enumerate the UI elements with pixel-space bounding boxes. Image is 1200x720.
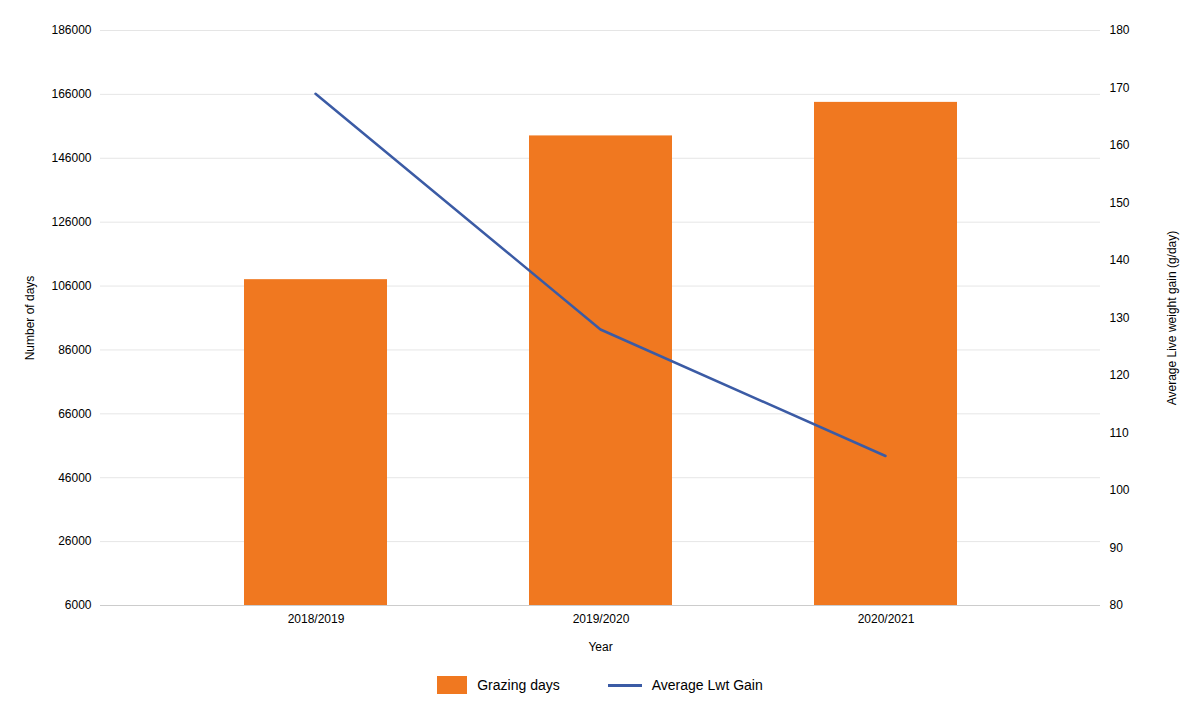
svg-text:6000: 6000 (65, 598, 92, 612)
svg-text:66000: 66000 (58, 407, 92, 421)
svg-text:80: 80 (1110, 598, 1124, 612)
svg-text:86000: 86000 (58, 343, 92, 357)
svg-text:106000: 106000 (51, 279, 91, 293)
svg-text:130: 130 (1110, 311, 1130, 325)
svg-text:150: 150 (1110, 196, 1130, 210)
svg-text:146000: 146000 (51, 151, 91, 165)
svg-text:26000: 26000 (58, 534, 92, 548)
svg-text:Year: Year (588, 640, 612, 654)
svg-text:120: 120 (1110, 368, 1130, 382)
svg-text:2019/2020: 2019/2020 (573, 612, 630, 626)
svg-text:46000: 46000 (58, 471, 92, 485)
svg-text:Number of days: Number of days (23, 276, 37, 361)
svg-text:2018/2019: 2018/2019 (288, 612, 345, 626)
svg-text:110: 110 (1110, 426, 1129, 440)
svg-text:126000: 126000 (51, 215, 91, 229)
svg-text:Average Live weight gain (g/da: Average Live weight gain (g/day) (1165, 231, 1179, 406)
svg-text:2020/2021: 2020/2021 (858, 612, 915, 626)
html-text:Average Lwt Gain: Average Lwt Gain (651, 677, 763, 693)
html-text:Grazing days: Grazing days (477, 677, 560, 693)
svg-text:90: 90 (1110, 541, 1124, 555)
svg-text:140: 140 (1110, 253, 1130, 267)
svg-text:160: 160 (1110, 138, 1130, 152)
svg-text:180: 180 (1110, 23, 1130, 37)
svg-text:166000: 166000 (51, 87, 91, 101)
svg-text:186000: 186000 (51, 23, 91, 37)
svg-text:100: 100 (1110, 483, 1130, 497)
svg-text:170: 170 (1110, 81, 1130, 95)
